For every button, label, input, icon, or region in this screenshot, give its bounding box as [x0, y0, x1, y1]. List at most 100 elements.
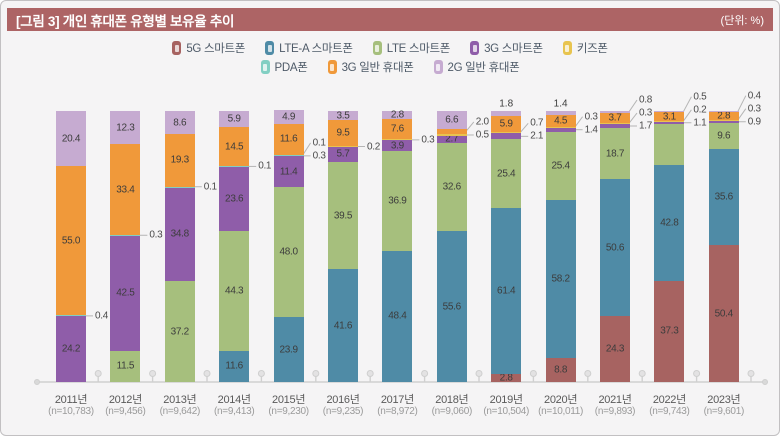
phone-screen — [263, 63, 268, 71]
value-label: 24.3 — [605, 343, 625, 355]
bar-segment-3g_feature — [436, 128, 467, 135]
value-label: 7.6 — [390, 123, 404, 135]
value-label: 2.8 — [717, 110, 731, 122]
bar-segment-3g_feature — [491, 115, 522, 132]
bar-segment-3g_smart — [436, 135, 467, 143]
bar-segment-3g_smart — [56, 316, 86, 382]
bar-segment-lte — [708, 122, 739, 149]
year-label: 2011년 — [54, 394, 88, 406]
bar-segment-5g — [600, 316, 630, 382]
value-label: 19.3 — [170, 154, 190, 166]
bar-segment-lte — [436, 142, 467, 232]
year-label: 2015년 — [272, 394, 306, 406]
bar-segment-kids — [600, 122, 630, 124]
bar-segment-ltea — [328, 269, 358, 382]
bar-segment-ltea — [219, 350, 250, 382]
callout-value-label: 1.1 — [693, 117, 707, 129]
axis-pin — [366, 370, 374, 377]
axis-end-dot — [34, 379, 40, 385]
phone-icon — [562, 41, 572, 55]
phone-screen — [436, 63, 441, 71]
value-label: 4.9 — [282, 111, 296, 123]
value-label: 9.5 — [336, 127, 350, 139]
bar-segment-kids — [545, 126, 576, 128]
bar-segment-2g_feature — [491, 110, 522, 116]
value-label: 44.3 — [225, 285, 244, 297]
axis-pin — [638, 370, 646, 377]
bar-segment-kids — [436, 134, 467, 136]
callout-leader-line — [682, 96, 692, 112]
year-label: 2021년 — [598, 394, 632, 406]
bar-segment-3g_smart — [545, 127, 576, 132]
bar-segment-ltea — [708, 148, 739, 246]
sample-size-label: (n=9,235) — [322, 406, 364, 417]
value-label: 6.6 — [445, 114, 459, 126]
callout-leader-line — [574, 116, 584, 128]
callout-value-label: 0.2 — [367, 141, 381, 152]
value-label: 61.4 — [497, 285, 516, 297]
value-label: 12.3 — [116, 122, 135, 134]
bar-segment-2g_feature — [654, 111, 685, 113]
year-label: 2019년 — [489, 394, 523, 406]
year-label: 2020년 — [544, 394, 578, 406]
bar-segment-lte — [491, 139, 522, 208]
bar-segment-3g_smart — [164, 186, 195, 282]
callout-leader-line — [737, 95, 747, 112]
value-label: 32.6 — [442, 181, 462, 193]
legend-item-3g_smart: 3G 스마트폰 — [470, 40, 543, 56]
bar-segment-ltea — [491, 208, 522, 375]
phone-screen — [267, 44, 272, 52]
value-label: 55.0 — [61, 235, 81, 247]
year-label: 2016년 — [326, 394, 360, 406]
legend-row-1: 5G 스마트폰 LTE-A 스마트폰 LTE 스마트폰 3G 스마트폰 키즈폰 — [1, 40, 779, 56]
year-label: 2018년 — [435, 394, 469, 406]
bar-segment-kids — [491, 131, 522, 134]
value-label: 23.6 — [225, 193, 244, 205]
value-label: 37.3 — [660, 325, 679, 337]
bar-segment-2g_feature — [164, 111, 195, 135]
bar-segment-2g_feature — [600, 110, 630, 113]
callout-value-label: 0.5 — [475, 129, 489, 141]
value-label: 25.4 — [497, 168, 516, 180]
callout-value-label: 0.1 — [258, 160, 272, 172]
sample-size-label: (n=10,504) — [483, 406, 530, 417]
legend-label: LTE 스마트폰 — [386, 43, 451, 55]
bar-segment-3g_smart — [110, 235, 141, 351]
callout-value-label: 0.3 — [747, 103, 761, 115]
legend-item-3g_feature: 3G 일반 휴대폰 — [327, 59, 414, 75]
bar-segment-lte — [545, 131, 576, 201]
bar-segment-3g_smart — [328, 146, 358, 163]
sample-size-label: (n=9,413) — [213, 406, 255, 417]
phone-icon — [327, 60, 337, 74]
value-label: 5.9 — [499, 118, 513, 130]
sample-size-label: (n=10,011) — [538, 406, 584, 417]
bar-segment-3g_smart — [708, 120, 739, 123]
callout-leader-line — [737, 108, 747, 121]
bar-segment-2g_feature — [56, 111, 86, 167]
value-label-above: 1.8 — [499, 98, 514, 110]
value-label: 48.4 — [388, 310, 407, 322]
value-label: 25.4 — [551, 160, 570, 172]
legend-item-pda: PDA폰 — [260, 59, 308, 75]
title-bar: [그림 3] 개인 휴대폰 유형별 보유율 추이 (단위: %) — [7, 8, 773, 31]
value-label: 11.6 — [279, 133, 298, 145]
phone-icon — [265, 41, 275, 55]
value-label: 42.5 — [116, 287, 135, 299]
phone-icon — [372, 41, 382, 55]
callout-leader-line — [628, 99, 638, 113]
value-label: 33.4 — [116, 184, 135, 196]
sample-size-label: (n=9,601) — [703, 406, 745, 417]
axis-pin — [584, 370, 592, 377]
bar-segment-3g_smart — [654, 121, 685, 125]
phone-screen — [174, 44, 179, 52]
year-label: 2023년 — [707, 394, 741, 406]
axis-pin — [149, 370, 157, 377]
value-label: 55.6 — [442, 301, 462, 313]
phone-icon — [470, 41, 480, 55]
bar-segment-lte — [600, 128, 630, 180]
value-label: 8.6 — [173, 117, 187, 129]
callout-value-label: 0.3 — [584, 111, 598, 123]
phone-icon — [260, 60, 270, 74]
axis-pin — [475, 370, 483, 377]
